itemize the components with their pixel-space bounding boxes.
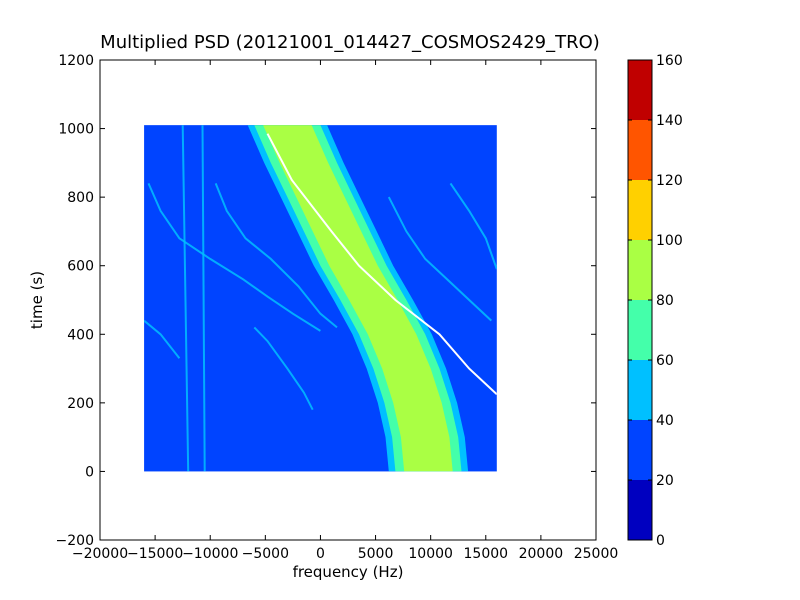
faint-trace	[449, 182, 497, 270]
faint-trace	[181, 125, 190, 472]
y-axis: −200 0 200 400 600 800 1000 1200	[56, 53, 596, 549]
x-tick-label: 0	[316, 546, 325, 562]
x-axis-label: frequency (Hz)	[293, 563, 404, 581]
faint-trace	[147, 182, 321, 332]
plot-area	[99, 59, 597, 541]
y-tick-label: 1000	[58, 122, 94, 138]
x-tick-label: 20000	[519, 546, 564, 562]
colorbar-tick-label: 0	[656, 533, 665, 549]
y-tick-label: 1200	[58, 53, 94, 69]
colorbar-tick-label: 40	[656, 413, 674, 429]
x-tick-label: −20000	[72, 546, 128, 562]
y-tick-label: −200	[56, 533, 94, 549]
x-tick-label: −5000	[242, 546, 289, 562]
y-axis-label: time (s)	[28, 271, 46, 329]
chart-title: Multiplied PSD (20121001_014427_COSMOS24…	[100, 32, 600, 53]
heatmap-features	[144, 125, 497, 472]
colorbar-segment	[628, 480, 652, 540]
y-tick-label: 600	[67, 259, 94, 275]
doppler-line	[266, 133, 497, 396]
faint-trace	[214, 183, 338, 329]
colorbar-tick-label: 20	[656, 473, 674, 489]
colorbar: 0 20 40 60 80 100 120 140 160	[627, 53, 683, 549]
x-tick-label: 25000	[574, 546, 619, 562]
signal-band-layer	[263, 125, 453, 472]
colorbar-segment	[628, 240, 652, 300]
colorbar-tick-label: 80	[656, 293, 674, 309]
colorbar-tick-label: 120	[656, 173, 683, 189]
colorbar-segment	[628, 60, 652, 120]
faint-trace	[201, 125, 206, 472]
y-tick-label: 200	[67, 396, 94, 412]
faint-trace	[387, 196, 492, 322]
faint-trace	[144, 319, 181, 359]
x-tick-label: 15000	[464, 546, 509, 562]
colorbar-segment	[628, 120, 652, 180]
x-axis: −20000−15000−10000 −5000 0 5000 10000 15000 20…	[72, 60, 618, 562]
colorbar-segment	[628, 360, 652, 420]
colorbar-tick-label: 140	[656, 113, 683, 129]
colorbar-segment	[628, 300, 652, 360]
x-tick-label: −15000	[127, 546, 183, 562]
y-tick-label: 400	[67, 327, 94, 343]
y-tick-label: 800	[67, 190, 94, 206]
x-tick-label: 5000	[358, 546, 394, 562]
colorbar-segment	[628, 180, 652, 240]
colorbar-tick-label: 160	[656, 53, 683, 69]
plot-frame	[99, 59, 597, 541]
y-tick-label: 0	[85, 464, 94, 480]
x-tick-label: −10000	[182, 546, 238, 562]
faint-trace	[253, 326, 314, 411]
colorbar-tick-label: 100	[656, 233, 683, 249]
colorbar-tick-label: 60	[656, 353, 674, 369]
colorbar-segment	[628, 420, 652, 480]
x-tick-label: 10000	[408, 546, 453, 562]
